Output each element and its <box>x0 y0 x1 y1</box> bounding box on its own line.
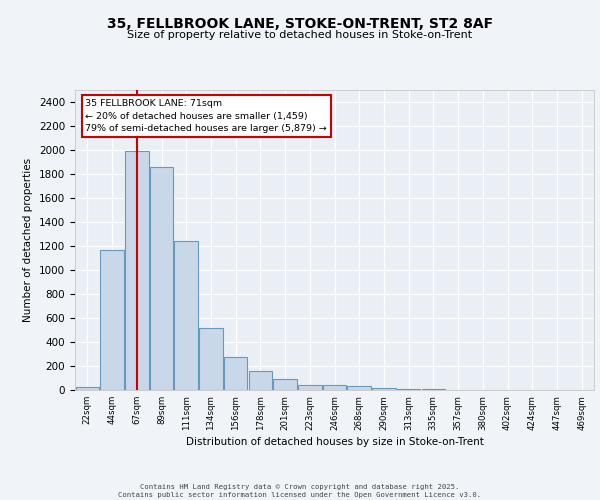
Text: 35 FELLBROOK LANE: 71sqm
← 20% of detached houses are smaller (1,459)
79% of sem: 35 FELLBROOK LANE: 71sqm ← 20% of detach… <box>85 99 327 133</box>
Bar <box>76 387 99 390</box>
Bar <box>274 378 297 390</box>
Bar <box>347 386 371 390</box>
Bar <box>323 385 346 390</box>
Bar <box>298 384 322 390</box>
Text: Contains HM Land Registry data © Crown copyright and database right 2025.
Contai: Contains HM Land Registry data © Crown c… <box>118 484 482 498</box>
Text: Size of property relative to detached houses in Stoke-on-Trent: Size of property relative to detached ho… <box>127 30 473 40</box>
Bar <box>100 250 124 390</box>
Y-axis label: Number of detached properties: Number of detached properties <box>23 158 34 322</box>
Bar <box>199 328 223 390</box>
Bar <box>150 167 173 390</box>
Bar <box>175 241 198 390</box>
Bar <box>224 357 247 390</box>
Text: 35, FELLBROOK LANE, STOKE-ON-TRENT, ST2 8AF: 35, FELLBROOK LANE, STOKE-ON-TRENT, ST2 … <box>107 18 493 32</box>
X-axis label: Distribution of detached houses by size in Stoke-on-Trent: Distribution of detached houses by size … <box>185 436 484 446</box>
Bar <box>125 151 149 390</box>
Bar <box>397 389 421 390</box>
Bar <box>372 388 395 390</box>
Bar <box>248 372 272 390</box>
